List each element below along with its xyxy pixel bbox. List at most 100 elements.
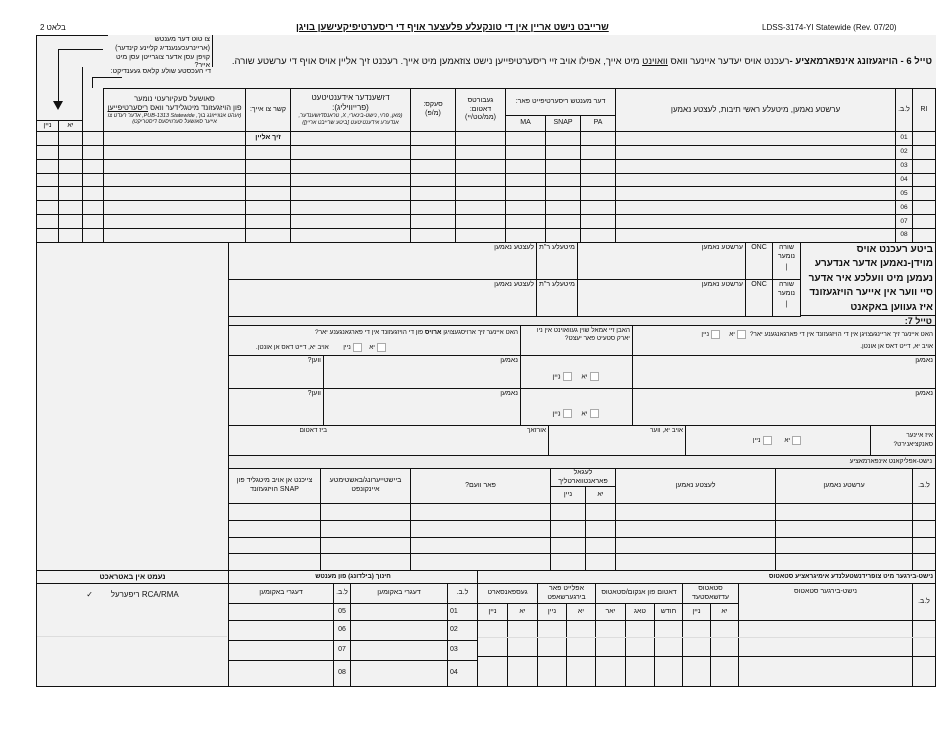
nonapplicant-cell[interactable]: [585, 536, 616, 555]
snap-field[interactable]: [545, 131, 581, 146]
noncitizen-cell[interactable]: [625, 656, 655, 687]
noncitizen-cell[interactable]: [507, 656, 538, 687]
sex-field[interactable]: [410, 158, 456, 174]
sex-field[interactable]: [410, 131, 456, 146]
name-field[interactable]: [615, 186, 896, 202]
noncitizen-cell[interactable]: [738, 620, 913, 657]
noncitizen-cell[interactable]: [912, 620, 936, 657]
pa-field[interactable]: [580, 172, 616, 188]
no-checkbox[interactable]: [562, 371, 572, 381]
noncitizen-cell[interactable]: [625, 620, 655, 657]
sanction-who-field[interactable]: אויב יא, ווער: [548, 425, 686, 456]
pa-field[interactable]: [580, 200, 616, 216]
noncitizen-cell[interactable]: [595, 620, 626, 657]
degree-field[interactable]: [228, 660, 334, 687]
gender-field[interactable]: [290, 172, 411, 188]
pa-field[interactable]: [580, 227, 616, 243]
dob-field[interactable]: [455, 158, 506, 174]
school-field[interactable]: [82, 200, 104, 216]
ssn-field[interactable]: [103, 144, 246, 160]
first-name-field[interactable]: ערשטע נאמען: [577, 279, 746, 317]
food-no-field[interactable]: [36, 214, 59, 230]
first-name-field[interactable]: ערשטע נאמען: [577, 242, 746, 280]
food-no-field[interactable]: [36, 158, 59, 174]
nonapplicant-cell[interactable]: [775, 536, 913, 555]
nonapplicant-cell[interactable]: [320, 553, 411, 572]
food-yes-field[interactable]: [58, 131, 83, 146]
noncitizen-cell[interactable]: [537, 620, 567, 657]
moved-in-name-field[interactable]: נאמען: [632, 355, 936, 389]
nonapplicant-cell[interactable]: [320, 503, 411, 521]
school-field[interactable]: [82, 214, 104, 230]
snap-field[interactable]: [545, 227, 581, 243]
noncitizen-cell[interactable]: [912, 656, 936, 687]
name-field[interactable]: [615, 227, 896, 243]
sanction-no-checkbox[interactable]: [762, 435, 772, 445]
name-field[interactable]: [615, 200, 896, 216]
nonapplicant-cell[interactable]: [585, 553, 616, 572]
name-field[interactable]: [615, 158, 896, 174]
relation-field[interactable]: זיך אליין: [245, 131, 291, 146]
middle-initial-field[interactable]: מיטעלע ר"ת: [536, 242, 578, 280]
name-field[interactable]: [615, 172, 896, 188]
noncitizen-cell[interactable]: [566, 620, 596, 657]
noncitizen-cell[interactable]: [507, 620, 538, 657]
last-name-field[interactable]: לעצטע נאמען: [228, 279, 537, 317]
food-no-field[interactable]: [36, 186, 59, 202]
food-yes-field[interactable]: [58, 158, 83, 174]
pa-field[interactable]: [580, 214, 616, 230]
food-yes-field[interactable]: [58, 200, 83, 216]
name-field[interactable]: [615, 131, 896, 146]
relation-field[interactable]: [245, 200, 291, 216]
noncitizen-cell[interactable]: [477, 620, 508, 657]
noncitizen-cell[interactable]: [566, 656, 596, 687]
gender-field[interactable]: [290, 158, 411, 174]
moved-in-no-checkbox[interactable]: [710, 330, 720, 339]
moved-out-when-field[interactable]: ווען?: [228, 388, 324, 426]
middle-initial-field[interactable]: מיטעלע ר"ת: [536, 279, 578, 317]
nonapplicant-cell[interactable]: [615, 553, 776, 572]
ssn-field[interactable]: [103, 186, 246, 202]
school-field[interactable]: [82, 144, 104, 160]
school-field[interactable]: [82, 131, 104, 146]
snap-field[interactable]: [545, 186, 581, 202]
nonapplicant-cell[interactable]: [550, 503, 586, 521]
relation-field[interactable]: [245, 158, 291, 174]
nonapplicant-cell[interactable]: [320, 536, 411, 555]
moved-out-name-field[interactable]: נאמען: [323, 355, 521, 389]
moved-out-when-field[interactable]: ווען?: [228, 355, 324, 389]
snap-field[interactable]: [545, 158, 581, 174]
nonapplicant-cell[interactable]: [912, 553, 936, 572]
ma-field[interactable]: [505, 214, 546, 230]
moved-in-name-field[interactable]: נאמען: [632, 388, 936, 426]
food-no-field[interactable]: [36, 144, 59, 160]
gender-field[interactable]: [290, 186, 411, 202]
name-field[interactable]: [615, 144, 896, 160]
ma-field[interactable]: [505, 186, 546, 202]
dob-field[interactable]: [455, 131, 506, 146]
degree-field[interactable]: [350, 620, 448, 641]
degree-field[interactable]: [228, 640, 334, 661]
sanction-reason-field[interactable]: אורזאך ביז דאטום: [228, 425, 549, 456]
nonapplicant-cell[interactable]: [228, 519, 321, 538]
degree-field[interactable]: [228, 603, 334, 621]
dob-field[interactable]: [455, 227, 506, 243]
degree-field[interactable]: [228, 620, 334, 641]
food-yes-field[interactable]: [58, 227, 83, 243]
nonapplicant-cell[interactable]: [775, 503, 913, 521]
sex-field[interactable]: [410, 214, 456, 230]
degree-field[interactable]: [350, 640, 448, 661]
line-number-field[interactable]: שורה נומער |: [772, 279, 801, 317]
snap-field[interactable]: [545, 200, 581, 216]
ssn-field[interactable]: [103, 131, 246, 146]
dob-field[interactable]: [455, 214, 506, 230]
name-field[interactable]: [615, 214, 896, 230]
ma-field[interactable]: [505, 131, 546, 146]
nonapplicant-cell[interactable]: [410, 553, 551, 572]
dob-field[interactable]: [455, 144, 506, 160]
noncitizen-cell[interactable]: [682, 656, 711, 687]
sex-field[interactable]: [410, 200, 456, 216]
onc-field[interactable]: ONC: [745, 242, 773, 280]
dob-field[interactable]: [455, 172, 506, 188]
ssn-field[interactable]: [103, 158, 246, 174]
